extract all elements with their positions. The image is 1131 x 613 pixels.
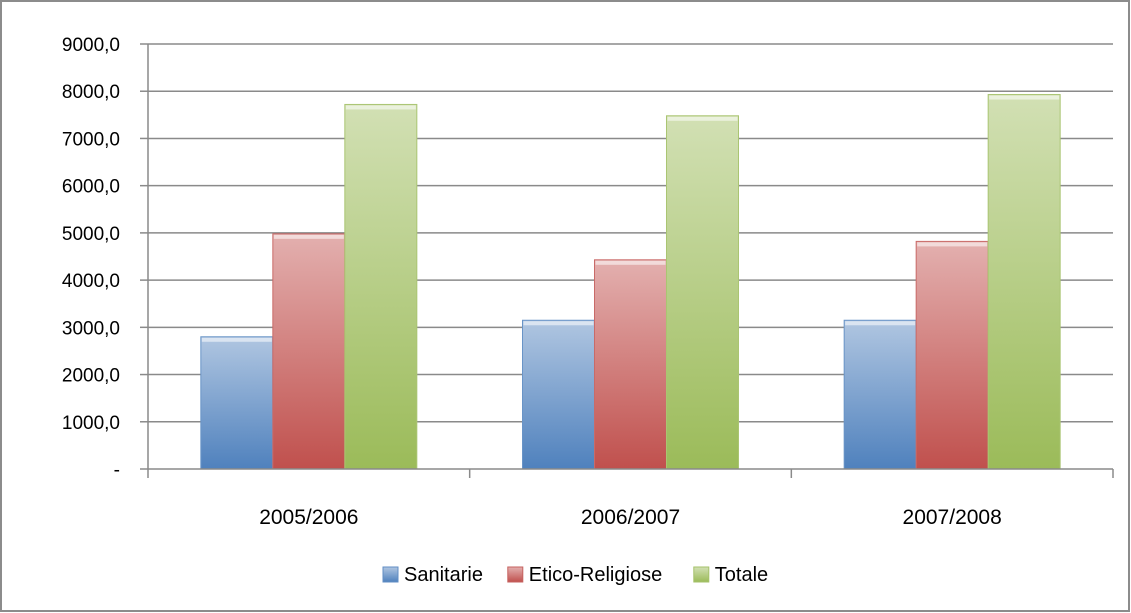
- bar-etico-religiose-1: [272, 233, 346, 470]
- legend-label: Totale: [715, 564, 768, 586]
- y-tick-label: 8000,0: [62, 82, 120, 103]
- bar-highlight: [273, 234, 344, 239]
- bar-sanitarie-3: [843, 319, 917, 470]
- y-tick-label: 4000,0: [62, 271, 120, 292]
- x-tick-label: 2005/2006: [259, 506, 358, 529]
- legend-label: Sanitarie: [404, 564, 483, 586]
- bar-etico-religiose-2: [594, 259, 667, 470]
- bar-sanitarie-1: [200, 336, 274, 470]
- bar-highlight: [917, 242, 988, 247]
- y-tick-label: 6000,0: [62, 177, 120, 198]
- y-tick-label: 9000,0: [62, 35, 120, 56]
- y-tick-label: 2000,0: [62, 366, 120, 387]
- y-tick-label: 7000,0: [62, 129, 120, 150]
- bar-highlight: [989, 95, 1060, 100]
- y-tick-label: -: [114, 460, 120, 481]
- bar-highlight: [201, 337, 272, 342]
- legend-label: Etico-Religiose: [529, 564, 662, 586]
- bar-highlight: [845, 321, 916, 326]
- bar-totale-3: [987, 94, 1061, 470]
- x-tick-label: 2006/2007: [581, 506, 680, 529]
- y-tick-label: 5000,0: [62, 224, 120, 245]
- y-tick-label: 3000,0: [62, 318, 120, 339]
- bar-totale-2: [666, 115, 739, 470]
- legend-swatch-totale: [693, 566, 710, 583]
- legend-swatch-sanitarie: [382, 566, 399, 583]
- bar-highlight: [595, 260, 666, 265]
- bar-highlight: [345, 105, 416, 110]
- bar-etico-religiose-3: [915, 240, 989, 470]
- bar-totale-1: [344, 103, 418, 470]
- y-tick-label: 1000,0: [62, 413, 120, 434]
- x-tick-label: 2007/2008: [903, 506, 1002, 529]
- legend-swatch-etico-religiose: [507, 566, 524, 583]
- bar-highlight: [667, 116, 738, 121]
- bar-sanitarie-2: [522, 319, 595, 470]
- bar-highlight: [523, 321, 594, 326]
